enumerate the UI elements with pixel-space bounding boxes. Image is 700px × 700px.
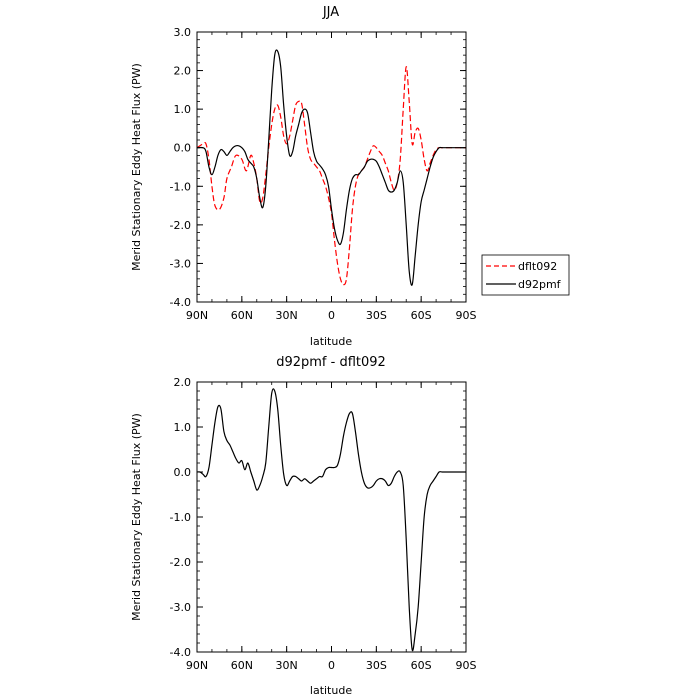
bottom-chart-title: d92pmf - dflt092 [276, 355, 386, 370]
legend: dflt092 d92pmf [481, 254, 570, 296]
bottom-xtick-label: 60S [411, 659, 432, 672]
top-xtick-label: 90S [456, 309, 477, 322]
bottom-ytick-label: -3.0 [170, 601, 191, 614]
top-ytick-label: -3.0 [170, 257, 191, 270]
bottom-xtick-label: 0 [328, 659, 335, 672]
top-ytick-label: 3.0 [174, 26, 192, 39]
top-chart-xlabel: latitude [310, 335, 352, 348]
bottom-ytick-label: -2.0 [170, 556, 191, 569]
bottom-ytick-label: 0.0 [174, 466, 192, 479]
legend-label-dflt092: dflt092 [518, 260, 557, 273]
top-series-line-d92pmf [196, 49, 466, 286]
top-xtick-label: 0 [328, 309, 335, 322]
top-chart-series [196, 49, 466, 286]
bottom-xtick-label: 30N [276, 659, 298, 672]
top-xtick-label: 60N [231, 309, 253, 322]
top-chart-frame [196, 31, 467, 303]
top-xtick-label: 30N [276, 309, 298, 322]
bottom-xtick-label: 90S [456, 659, 477, 672]
top-chart: JJA 90N 60N 30N 0 30S 60S 90S 3.0 2.0 1.0 0.0 -1.0 -… [130, 5, 570, 348]
bottom-series-line-difference [196, 388, 466, 652]
bottom-xtick-label: 60N [231, 659, 253, 672]
top-ytick-label: 1.0 [174, 103, 192, 116]
top-series-line-dflt092 [196, 66, 466, 286]
bottom-chart-frame [196, 381, 467, 653]
bottom-xtick-label: 30S [366, 659, 387, 672]
top-xtick-label: 60S [411, 309, 432, 322]
bottom-ytick-label: 1.0 [174, 421, 192, 434]
top-xtick-label: 30S [366, 309, 387, 322]
bottom-ytick-label: 2.0 [174, 376, 192, 389]
top-ytick-label: -2.0 [170, 219, 191, 232]
bottom-chart-xlabel: latitude [310, 684, 352, 697]
top-chart-title: JJA [322, 5, 339, 20]
bottom-xtick-label: 90N [186, 659, 208, 672]
top-chart-ylabel: Merid Stationary Eddy Heat Flux (PW) [130, 63, 143, 271]
top-ytick-label: -4.0 [170, 296, 191, 309]
top-xtick-label: 90N [186, 309, 208, 322]
bottom-chart-ylabel: Merid Stationary Eddy Heat Flux (PW) [130, 413, 143, 621]
bottom-ytick-label: -1.0 [170, 511, 191, 524]
top-ytick-label: -1.0 [170, 180, 191, 193]
legend-label-d92pmf: d92pmf [518, 278, 562, 291]
bottom-chart: d92pmf - dflt092 90N 60N 30N 0 30S 60S 90S 2.0 1… [130, 355, 477, 697]
top-ytick-label: 0.0 [174, 142, 192, 155]
bottom-ytick-label: -4.0 [170, 646, 191, 659]
top-ytick-label: 2.0 [174, 65, 192, 78]
legend-box [481, 254, 570, 296]
top-chart-ticks: 90N 60N 30N 0 30S 60S 90S 3.0 2.0 1.0 0.0 -1.0 -2.0 -… [170, 26, 477, 322]
bottom-chart-series [196, 388, 466, 652]
